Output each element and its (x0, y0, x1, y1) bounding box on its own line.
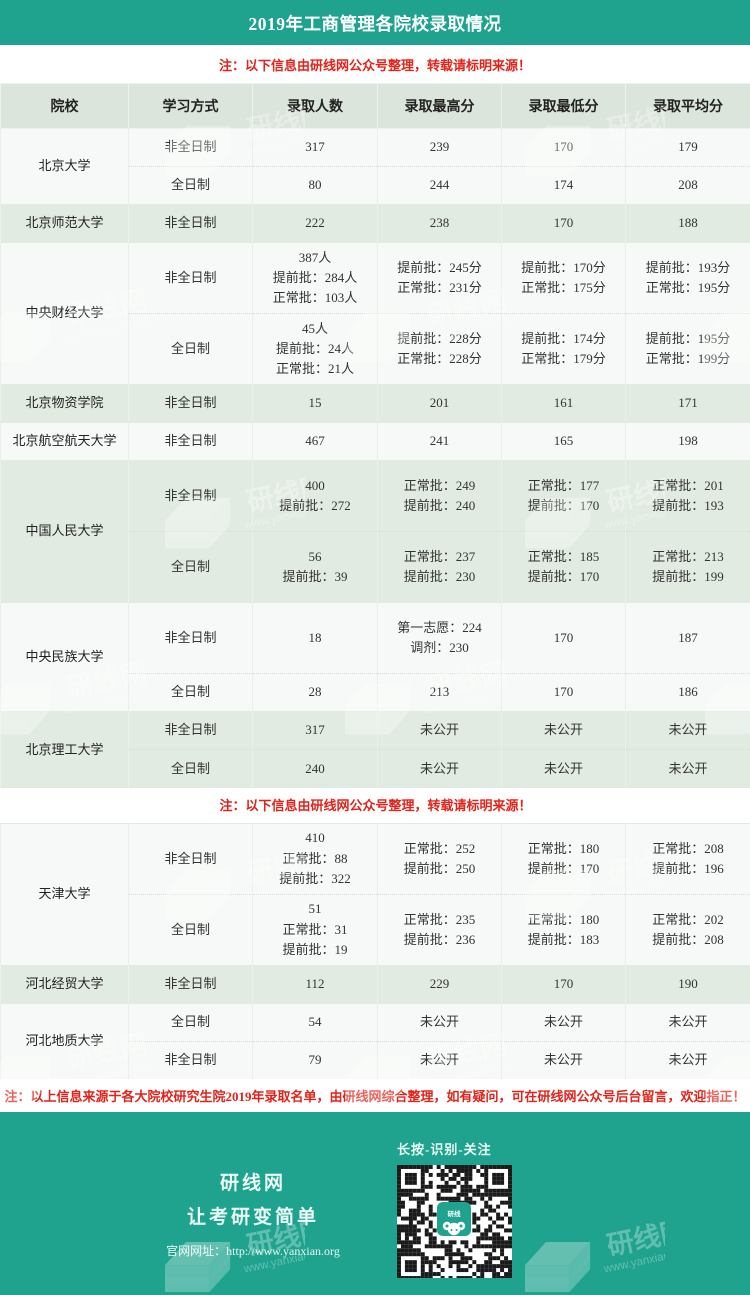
svg-text:研线: 研线 (448, 1209, 462, 1218)
